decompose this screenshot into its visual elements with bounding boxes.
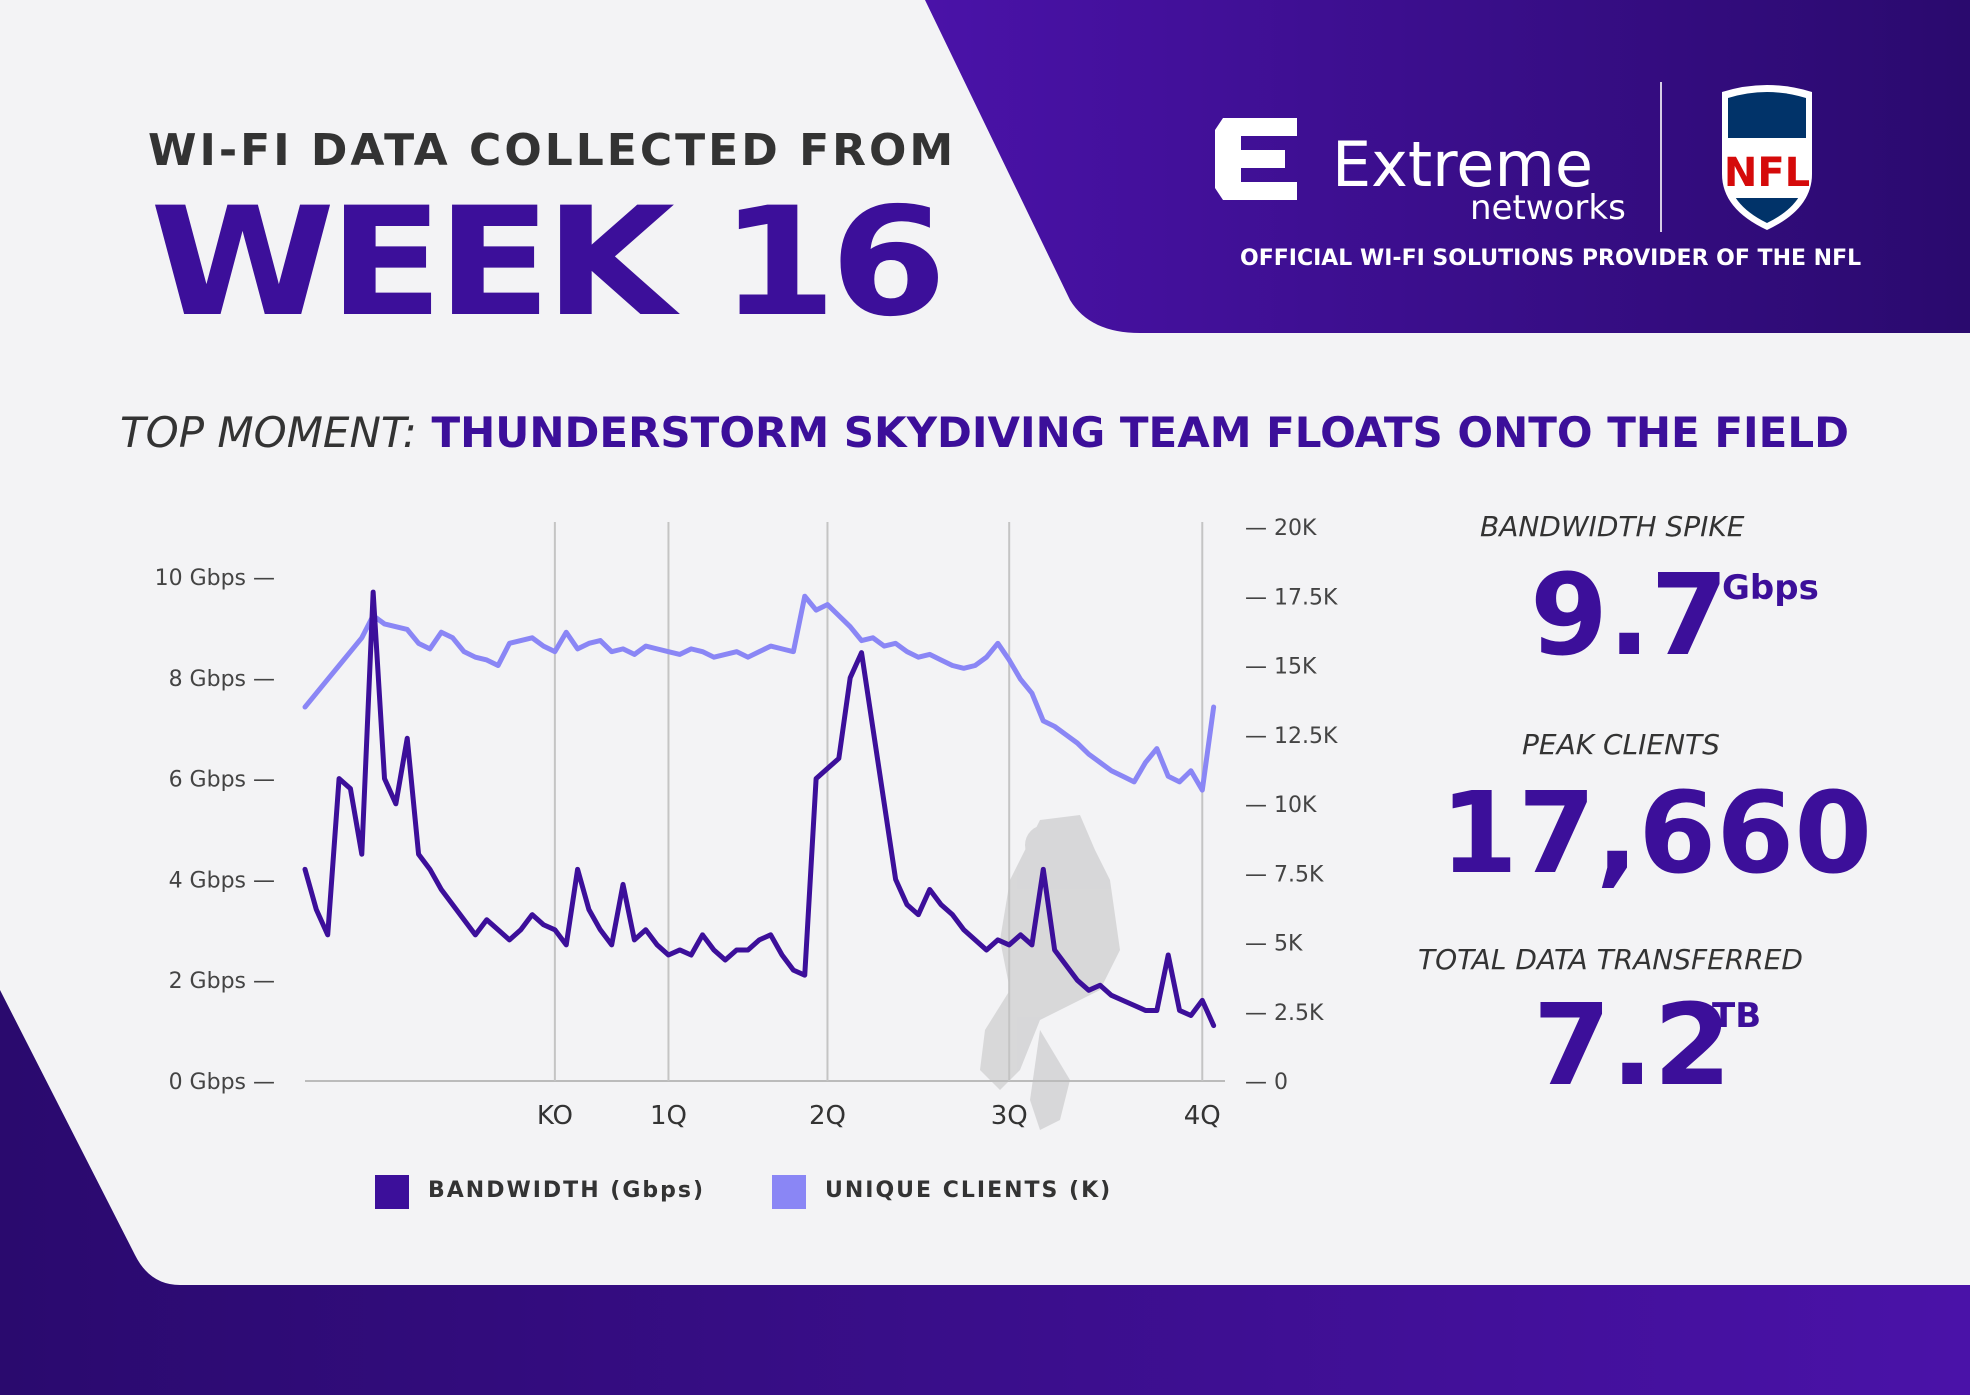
x-tick-label: KO [537,1101,573,1131]
right-tick-label: — 0 [1245,1070,1288,1095]
week-subtitle: WI-FI DATA COLLECTED FROM [148,125,957,176]
brand-name: Extreme [1332,128,1593,201]
nfl-badge-text: NFL [1724,150,1810,196]
week-title: WEEK 16 [150,176,947,350]
brand-divider [1660,82,1662,232]
right-tick-label: — 17.5K [1245,585,1338,610]
extreme-logo-icon [1215,118,1297,200]
chart-series [302,589,1217,1029]
right-tick-label: — 15K [1245,655,1317,680]
right-axis-ticks: — 20K — 17.5K — 15K — 12.5K — 10K — 7.5K — 5K —… [1245,516,1338,1095]
stat-bandwidth-unit: Gbps [1722,568,1819,608]
right-tick-label: — 10K [1245,793,1317,818]
stat-bandwidth-value: 9.7 [1530,551,1729,681]
right-tick-label: — 5K [1245,932,1303,957]
left-tick-label: 10 Gbps — [155,566,275,591]
right-tick-label: — 12.5K [1245,724,1338,749]
left-tick-label: 2 Gbps — [169,969,275,994]
legend-swatch-clients [772,1175,806,1209]
series-line-bandwidth [302,589,1217,1029]
legend-label-clients: UNIQUE CLIENTS (K) [825,1178,1113,1203]
right-tick-label: — 20K [1245,516,1317,541]
footer-band [0,990,1970,1395]
legend-label-bandwidth: BANDWIDTH (Gbps) [428,1178,706,1203]
stat-clients-value: 17,660 [1440,769,1873,899]
x-tick-label: 1Q [650,1101,687,1131]
chart-grid [305,522,1225,1082]
x-tick-label: 4Q [1184,1101,1221,1131]
stat-data-label: TOTAL DATA TRANSFERRED [1418,943,1803,976]
stat-data-value: 7.2 [1533,981,1732,1111]
brand-tagline: OFFICIAL WI-FI SOLUTIONS PROVIDER OF THE… [1240,246,1862,271]
x-tick-label: 3Q [991,1101,1028,1131]
brand-sub: networks [1470,188,1626,228]
top-moment-text: THUNDERSTORM SKYDIVING TEAM FLOATS ONTO … [431,408,1849,457]
right-tick-label: — 2.5K [1245,1001,1324,1026]
left-axis-ticks: 10 Gbps — 8 Gbps — 6 Gbps — 4 Gbps — 2 Gbps … [155,566,275,1095]
stat-data-unit: TB [1712,996,1762,1036]
left-tick-label: 6 Gbps — [169,768,275,793]
left-tick-label: 8 Gbps — [169,667,275,692]
series-line-clients [302,593,1217,793]
x-tick-label: 2Q [809,1101,846,1131]
left-tick-label: 4 Gbps — [169,868,275,893]
left-tick-label: 0 Gbps — [169,1070,275,1095]
top-moment-label: TOP MOMENT: [120,408,417,457]
right-tick-label: — 7.5K [1245,862,1324,887]
top-moment: TOP MOMENT: THUNDERSTORM SKYDIVING TEAM … [120,408,1849,457]
stat-bandwidth-label: BANDWIDTH SPIKE [1480,510,1745,543]
nfl-shield-icon: NFL [1722,85,1812,230]
stat-clients-label: PEAK CLIENTS [1522,728,1720,761]
header-banner [925,0,1970,333]
x-axis-labels: KO 1Q 2Q 3Q 4Q [537,1101,1221,1131]
legend-swatch-bandwidth [375,1175,409,1209]
